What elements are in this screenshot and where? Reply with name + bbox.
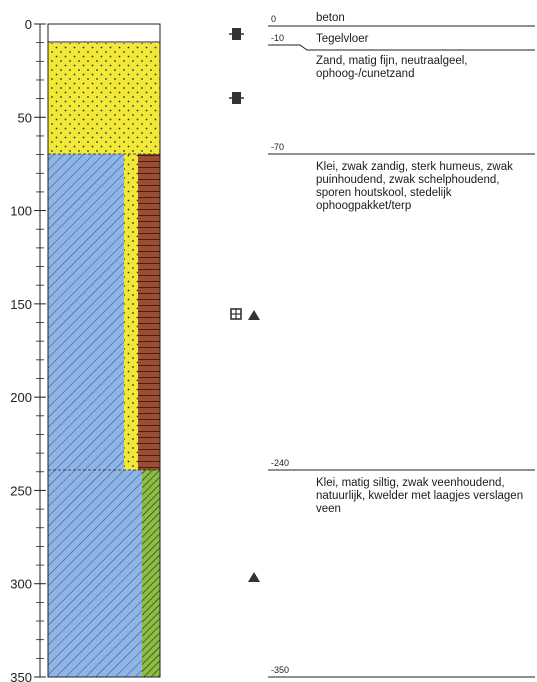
column-outline <box>47 23 161 678</box>
depth-tick-label: 50 <box>18 110 32 125</box>
layer-description: Klei, zwak zandig, sterk humeus, zwak pu… <box>316 161 513 212</box>
sample-jar-icon <box>229 28 244 40</box>
depth-tick-label: 100 <box>10 204 32 219</box>
depth-tick-label: 0 <box>25 17 32 32</box>
depth-tick-label: 350 <box>10 670 32 682</box>
layer-name: Tegelvloer <box>316 33 369 45</box>
layer-beton <box>47 23 161 43</box>
triangle-icon <box>248 572 260 582</box>
admixture-veen-strip <box>142 470 160 677</box>
depth-tick-label: 250 <box>10 483 32 498</box>
layer-description: Zand, matig fijn, neutraalgeel, ophoog-/… <box>316 55 468 80</box>
layer-zand <box>48 43 160 154</box>
depth-tick-label: 300 <box>10 577 32 592</box>
admixture-puin-strip <box>138 154 160 470</box>
depth-label: 0 <box>271 14 276 24</box>
admixture-zand-strip <box>124 154 138 470</box>
sample-jar-icon <box>229 92 244 104</box>
depth-tick-label: 150 <box>10 297 32 312</box>
layer-klei-ophoog <box>48 154 124 470</box>
soil-column <box>47 23 161 678</box>
layer-description: Klei, matig siltig, zwak veenhoudend, na… <box>316 477 524 515</box>
layer-klei-kwelder <box>48 470 142 677</box>
layer-name: beton <box>316 12 345 24</box>
depth-label: -70 <box>271 142 284 152</box>
triangle-icon <box>248 310 260 320</box>
depth-label: -350 <box>271 665 289 675</box>
depth-tick-label: 200 <box>10 390 32 405</box>
separator-line <box>268 44 535 51</box>
open-sample-icon <box>230 308 242 320</box>
depth-label: -240 <box>271 458 289 468</box>
depth-label: -10 <box>271 33 284 43</box>
